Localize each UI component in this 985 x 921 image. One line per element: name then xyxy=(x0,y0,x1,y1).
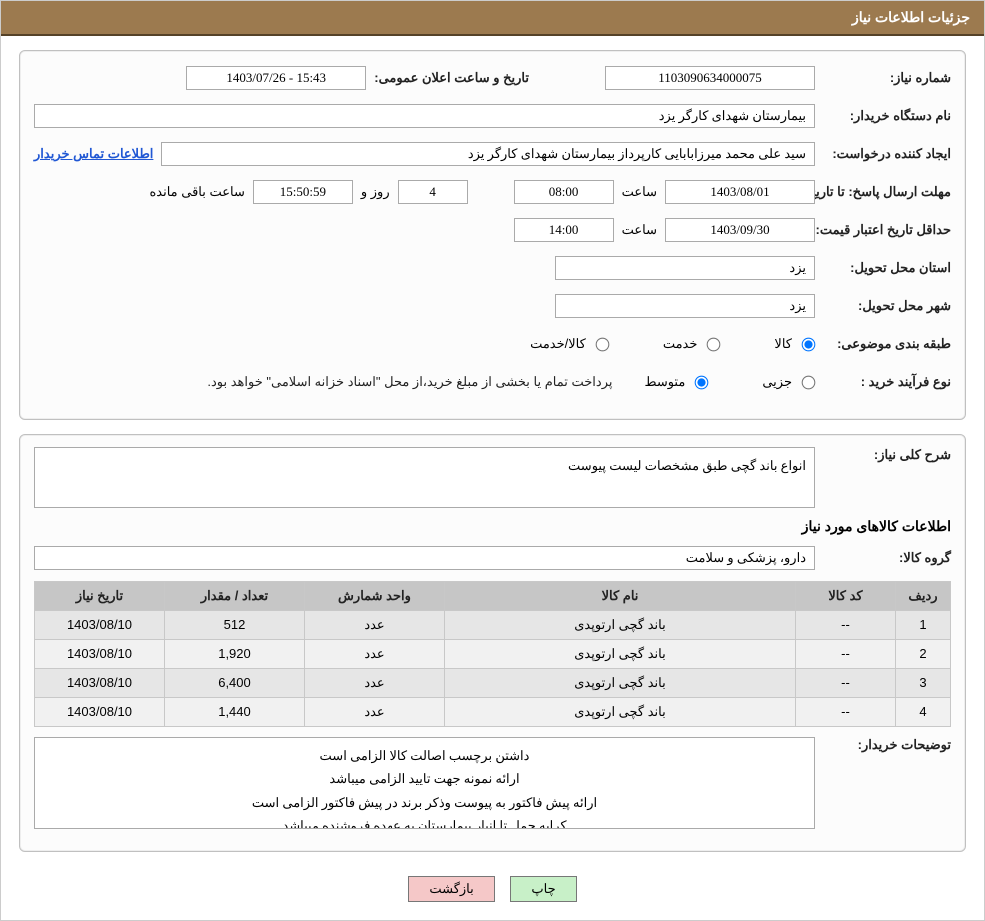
validity-time: 14:00 xyxy=(514,218,614,242)
time-label-1: ساعت xyxy=(622,184,657,200)
need-no-value: 1103090634000075 xyxy=(605,66,815,90)
province-label: استان محل تحویل: xyxy=(823,260,951,276)
deadline-time: 08:00 xyxy=(514,180,614,204)
table-cell: عدد xyxy=(305,697,445,726)
th-qty: تعداد / مقدار xyxy=(165,581,305,610)
table-row: 4--باند گچی ارتوپدیعدد1,4401403/08/10 xyxy=(35,697,951,726)
table-cell: 1403/08/10 xyxy=(35,639,165,668)
buyer-notes-label: توضیحات خریدار: xyxy=(823,737,951,753)
announce-value: 1403/07/26 - 15:43 xyxy=(186,66,366,90)
table-cell: -- xyxy=(796,697,896,726)
province-value: یزد xyxy=(555,256,815,280)
table-cell: 1403/08/10 xyxy=(35,697,165,726)
days-label: روز و xyxy=(361,184,390,200)
table-cell: -- xyxy=(796,639,896,668)
items-table: ردیف کد کالا نام کالا واحد شمارش تعداد /… xyxy=(34,581,951,727)
table-cell: -- xyxy=(796,668,896,697)
city-value: یزد xyxy=(555,294,815,318)
buyer-contact-link[interactable]: اطلاعات تماس خریدار xyxy=(34,146,153,162)
table-cell: باند گچی ارتوپدی xyxy=(445,610,796,639)
table-cell: 1,920 xyxy=(165,639,305,668)
buyer-notes-textarea[interactable] xyxy=(34,737,815,829)
table-cell: 1 xyxy=(896,610,951,639)
table-cell: 2 xyxy=(896,639,951,668)
table-cell: 6,400 xyxy=(165,668,305,697)
buyer-org-value: بیمارستان شهدای کارگر یزد xyxy=(34,104,815,128)
radio-goods-service[interactable] xyxy=(596,337,610,351)
need-no-label: شماره نیاز: xyxy=(823,70,951,86)
th-unit: واحد شمارش xyxy=(305,581,445,610)
process-label: نوع فرآیند خرید : xyxy=(823,374,951,390)
buyer-org-label: نام دستگاه خریدار: xyxy=(823,108,951,124)
table-cell: 1,440 xyxy=(165,697,305,726)
radio-medium[interactable] xyxy=(695,375,709,389)
time-label-2: ساعت xyxy=(622,222,657,238)
radio-goods[interactable] xyxy=(802,337,816,351)
category-label: طبقه بندی موضوعی: xyxy=(823,336,951,352)
deadline-label: مهلت ارسال پاسخ: تا تاریخ: xyxy=(823,184,951,201)
radio-partial[interactable] xyxy=(802,375,816,389)
need-info-panel: شماره نیاز: 1103090634000075 تاریخ و ساع… xyxy=(19,50,966,420)
requester-label: ایجاد کننده درخواست: xyxy=(823,146,951,162)
proc-medium-label: متوسط xyxy=(644,374,685,390)
th-code: کد کالا xyxy=(796,581,896,610)
group-value: دارو، پزشکی و سلامت xyxy=(34,546,815,570)
main-container: جزئیات اطلاعات نیاز شماره نیاز: 11030906… xyxy=(0,0,985,921)
countdown: 15:50:59 xyxy=(253,180,353,204)
requester-value: سید علی محمد میرزابابایی کارپرداز بیمارس… xyxy=(161,142,815,166)
table-cell: 1403/08/10 xyxy=(35,610,165,639)
process-note: پرداخت تمام یا بخشی از مبلغ خرید،از محل … xyxy=(207,374,612,390)
table-cell: -- xyxy=(796,610,896,639)
th-name: نام کالا xyxy=(445,581,796,610)
remaining-label: ساعت باقی مانده xyxy=(149,184,244,200)
table-cell: باند گچی ارتوپدی xyxy=(445,639,796,668)
desc-label: شرح کلی نیاز: xyxy=(823,447,951,463)
days-remaining: 4 xyxy=(398,180,468,204)
print-button[interactable]: چاپ xyxy=(510,876,576,902)
table-cell: باند گچی ارتوپدی xyxy=(445,697,796,726)
items-title: اطلاعات کالاهای مورد نیاز xyxy=(34,518,951,535)
th-date: تاریخ نیاز xyxy=(35,581,165,610)
table-cell: 3 xyxy=(896,668,951,697)
proc-partial-label: جزیی xyxy=(762,374,792,390)
radio-service[interactable] xyxy=(707,337,721,351)
table-row: 3--باند گچی ارتوپدیعدد6,4001403/08/10 xyxy=(35,668,951,697)
table-cell: 4 xyxy=(896,697,951,726)
button-row: چاپ بازگشت xyxy=(19,866,966,906)
cat-goods-service-label: کالا/خدمت xyxy=(530,336,586,352)
announce-label: تاریخ و ساعت اعلان عمومی: xyxy=(374,70,529,86)
th-row: ردیف xyxy=(896,581,951,610)
validity-date: 1403/09/30 xyxy=(665,218,815,242)
city-label: شهر محل تحویل: xyxy=(823,298,951,314)
desc-textarea[interactable] xyxy=(34,447,815,508)
deadline-date: 1403/08/01 xyxy=(665,180,815,204)
table-cell: عدد xyxy=(305,668,445,697)
table-row: 2--باند گچی ارتوپدیعدد1,9201403/08/10 xyxy=(35,639,951,668)
table-row: 1--باند گچی ارتوپدیعدد5121403/08/10 xyxy=(35,610,951,639)
items-panel: شرح کلی نیاز: اطلاعات کالاهای مورد نیاز … xyxy=(19,434,966,852)
table-cell: عدد xyxy=(305,610,445,639)
table-cell: باند گچی ارتوپدی xyxy=(445,668,796,697)
table-cell: 1403/08/10 xyxy=(35,668,165,697)
back-button[interactable]: بازگشت xyxy=(408,876,494,902)
validity-label: حداقل تاریخ اعتبار قیمت: تا تاریخ: xyxy=(823,222,951,239)
page-title: جزئیات اطلاعات نیاز xyxy=(1,1,984,36)
cat-goods-label: کالا xyxy=(774,336,792,352)
cat-service-label: خدمت xyxy=(663,336,698,352)
table-cell: عدد xyxy=(305,639,445,668)
table-cell: 512 xyxy=(165,610,305,639)
group-label: گروه کالا: xyxy=(823,550,951,566)
